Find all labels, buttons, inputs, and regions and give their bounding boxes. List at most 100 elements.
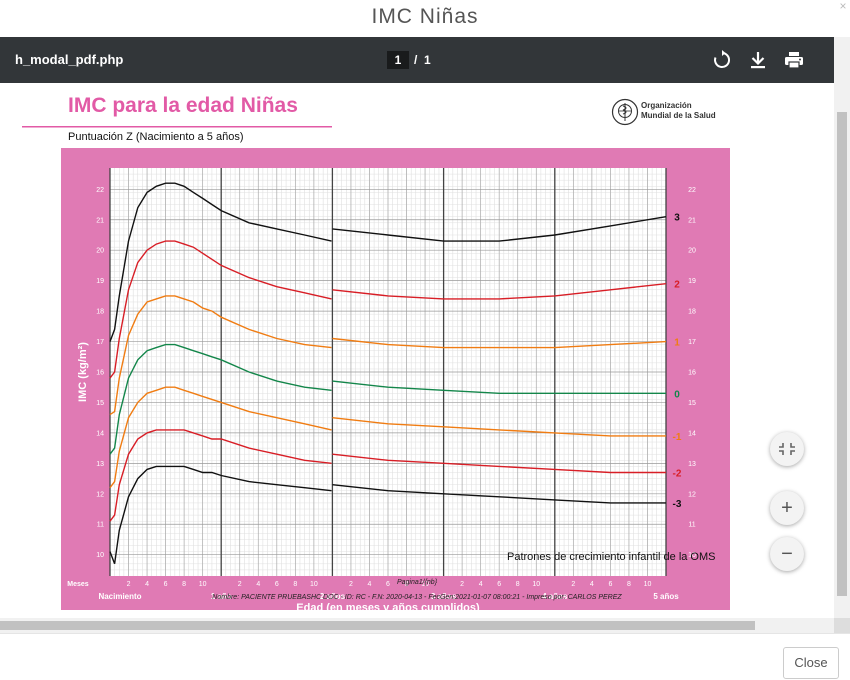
document-title: IMC para la edad Niñas [68,94,298,117]
x-month-tick-label: 4 [368,581,372,588]
curve-sd--2-b [332,453,666,474]
pdf-filename: h_modal_pdf.php [15,52,124,67]
pdf-page: IMC para la edad Niñas Puntuación Z (Nac… [0,83,834,618]
curve-label-sd-1: 1 [674,338,680,349]
x-month-tick-label: 2 [127,581,131,588]
download-icon[interactable] [747,49,769,71]
x-month-tick-label: 4 [479,581,483,588]
x-month-tick-label: 6 [608,581,612,588]
page-count: / 1 [414,51,431,69]
y-tick-label-right: 19 [688,278,696,285]
y-tick-label-right: 13 [688,461,696,468]
pdf-viewer: h_modal_pdf.php 1 / 1 IMC para la edad N… [0,37,850,633]
y-tick-label-left: 13 [96,461,104,468]
curve-sd--3-a [109,465,332,565]
who-name-line2: Mundial de la Salud [641,111,716,120]
patient-print-info: Nombre: PACIENTE PRUEBASHC DOC - ID: RC … [212,594,622,601]
y-tick-label-right: 21 [688,217,696,224]
x-month-tick-label: 6 [497,581,501,588]
curve-label-sd-3: 3 [674,213,680,224]
y-tick-label-right: 20 [688,248,696,255]
x-month-tick-label: 4 [145,581,149,588]
x-month-tick-label: 6 [386,581,390,588]
horizontal-scrollbar[interactable] [0,618,834,633]
y-tick-label-left: 14 [96,430,104,437]
x-month-tick-label: 2 [571,581,575,588]
curve-label-sd--3: -3 [673,499,682,510]
who-name-line1: Organización [641,101,692,110]
y-tick-label-right: 22 [688,187,696,194]
print-icon[interactable] [783,49,805,71]
y-tick-label-right: 15 [688,400,696,407]
y-tick-label-left: 16 [96,370,104,377]
modal-footer-divider [0,633,850,634]
x-month-tick-label: 6 [275,581,279,588]
vertical-scrollbar[interactable] [834,37,850,618]
curve-sd-1-b [332,337,667,349]
x-year-label: 5 años [653,592,679,601]
vertical-scroll-thumb[interactable] [837,112,847,596]
zoom-out-button[interactable]: − [770,537,804,571]
document-subtitle: Puntuación Z (Nacimiento a 5 años) [68,131,244,143]
y-tick-label-left: 22 [96,187,104,194]
y-tick-label-left: 17 [96,339,104,346]
page-number-input[interactable]: 1 [387,51,409,69]
x-month-tick-label: 2 [460,581,464,588]
x-month-tick-label: 8 [293,581,297,588]
horizontal-scroll-thumb[interactable] [0,621,755,630]
x-month-tick-label: 8 [405,581,409,588]
curve-label-sd--1: -1 [673,432,682,443]
x-year-label: 1 año [211,592,232,601]
curve-sd--3-b [332,484,666,504]
y-tick-label-left: 21 [96,217,104,224]
modal-close-x[interactable]: × [839,0,847,13]
x-month-tick-label: 10 [199,581,207,588]
y-axis-title: IMC (kg/m²) [77,342,89,402]
pdf-toolbar: h_modal_pdf.php 1 / 1 [0,37,834,83]
x-month-tick-label: 10 [310,581,318,588]
x-month-tick-label: 10 [421,581,429,588]
x-month-tick-label: 6 [164,581,168,588]
y-tick-label-left: 12 [96,491,104,498]
x-year-label: 4 años [542,592,568,601]
y-tick-label-right: 12 [688,491,696,498]
y-tick-label-left: 11 [97,522,104,529]
fit-page-button[interactable] [770,432,804,466]
y-tick-label-left: 19 [96,278,104,285]
x-month-tick-label: 4 [256,581,260,588]
y-tick-label-right: 18 [688,309,696,316]
who-emblem-icon [611,98,639,126]
x-month-tick-label: 8 [516,581,520,588]
y-tick-label-right: 10 [688,552,696,559]
title-underline [22,126,332,128]
page-total: 1 [424,53,431,67]
x-year-label: 3 años [431,592,457,601]
x-month-tick-label: 2 [238,581,242,588]
y-tick-label-left: 15 [96,400,104,407]
y-tick-label-left: 10 [96,552,104,559]
curve-label-sd--2: -2 [673,468,682,479]
curve-label-sd-0: 0 [674,389,680,400]
y-tick-label-right: 16 [688,370,696,377]
x-month-tick-label: 10 [644,581,652,588]
close-button[interactable]: Close [783,647,839,679]
curve-sd-3-b [332,216,667,242]
curve-sd-3-a [109,182,332,342]
page-separator: / [414,53,418,67]
zoom-in-button[interactable]: + [770,491,804,525]
x-month-tick-label: 8 [627,581,631,588]
curve-sd--2-a [109,429,332,522]
curve-sd-0-b [332,380,666,394]
x-month-tick-label: 4 [590,581,594,588]
curve-label-sd-2: 2 [674,280,680,291]
curve-sd-1-a [109,295,332,416]
chart-source-note: Patrones de crecimiento infantil de la O… [507,551,716,563]
y-tick-label-left: 20 [96,248,104,255]
rotate-icon[interactable] [711,49,733,71]
x-year-label: 2 años [320,592,346,601]
curve-sd-2-b [332,283,667,300]
y-tick-label-left: 18 [96,309,104,316]
curve-sd--1-a [109,386,332,489]
x-month-tick-label: 8 [182,581,186,588]
page-label: Pagina1/{nb} [396,579,438,586]
